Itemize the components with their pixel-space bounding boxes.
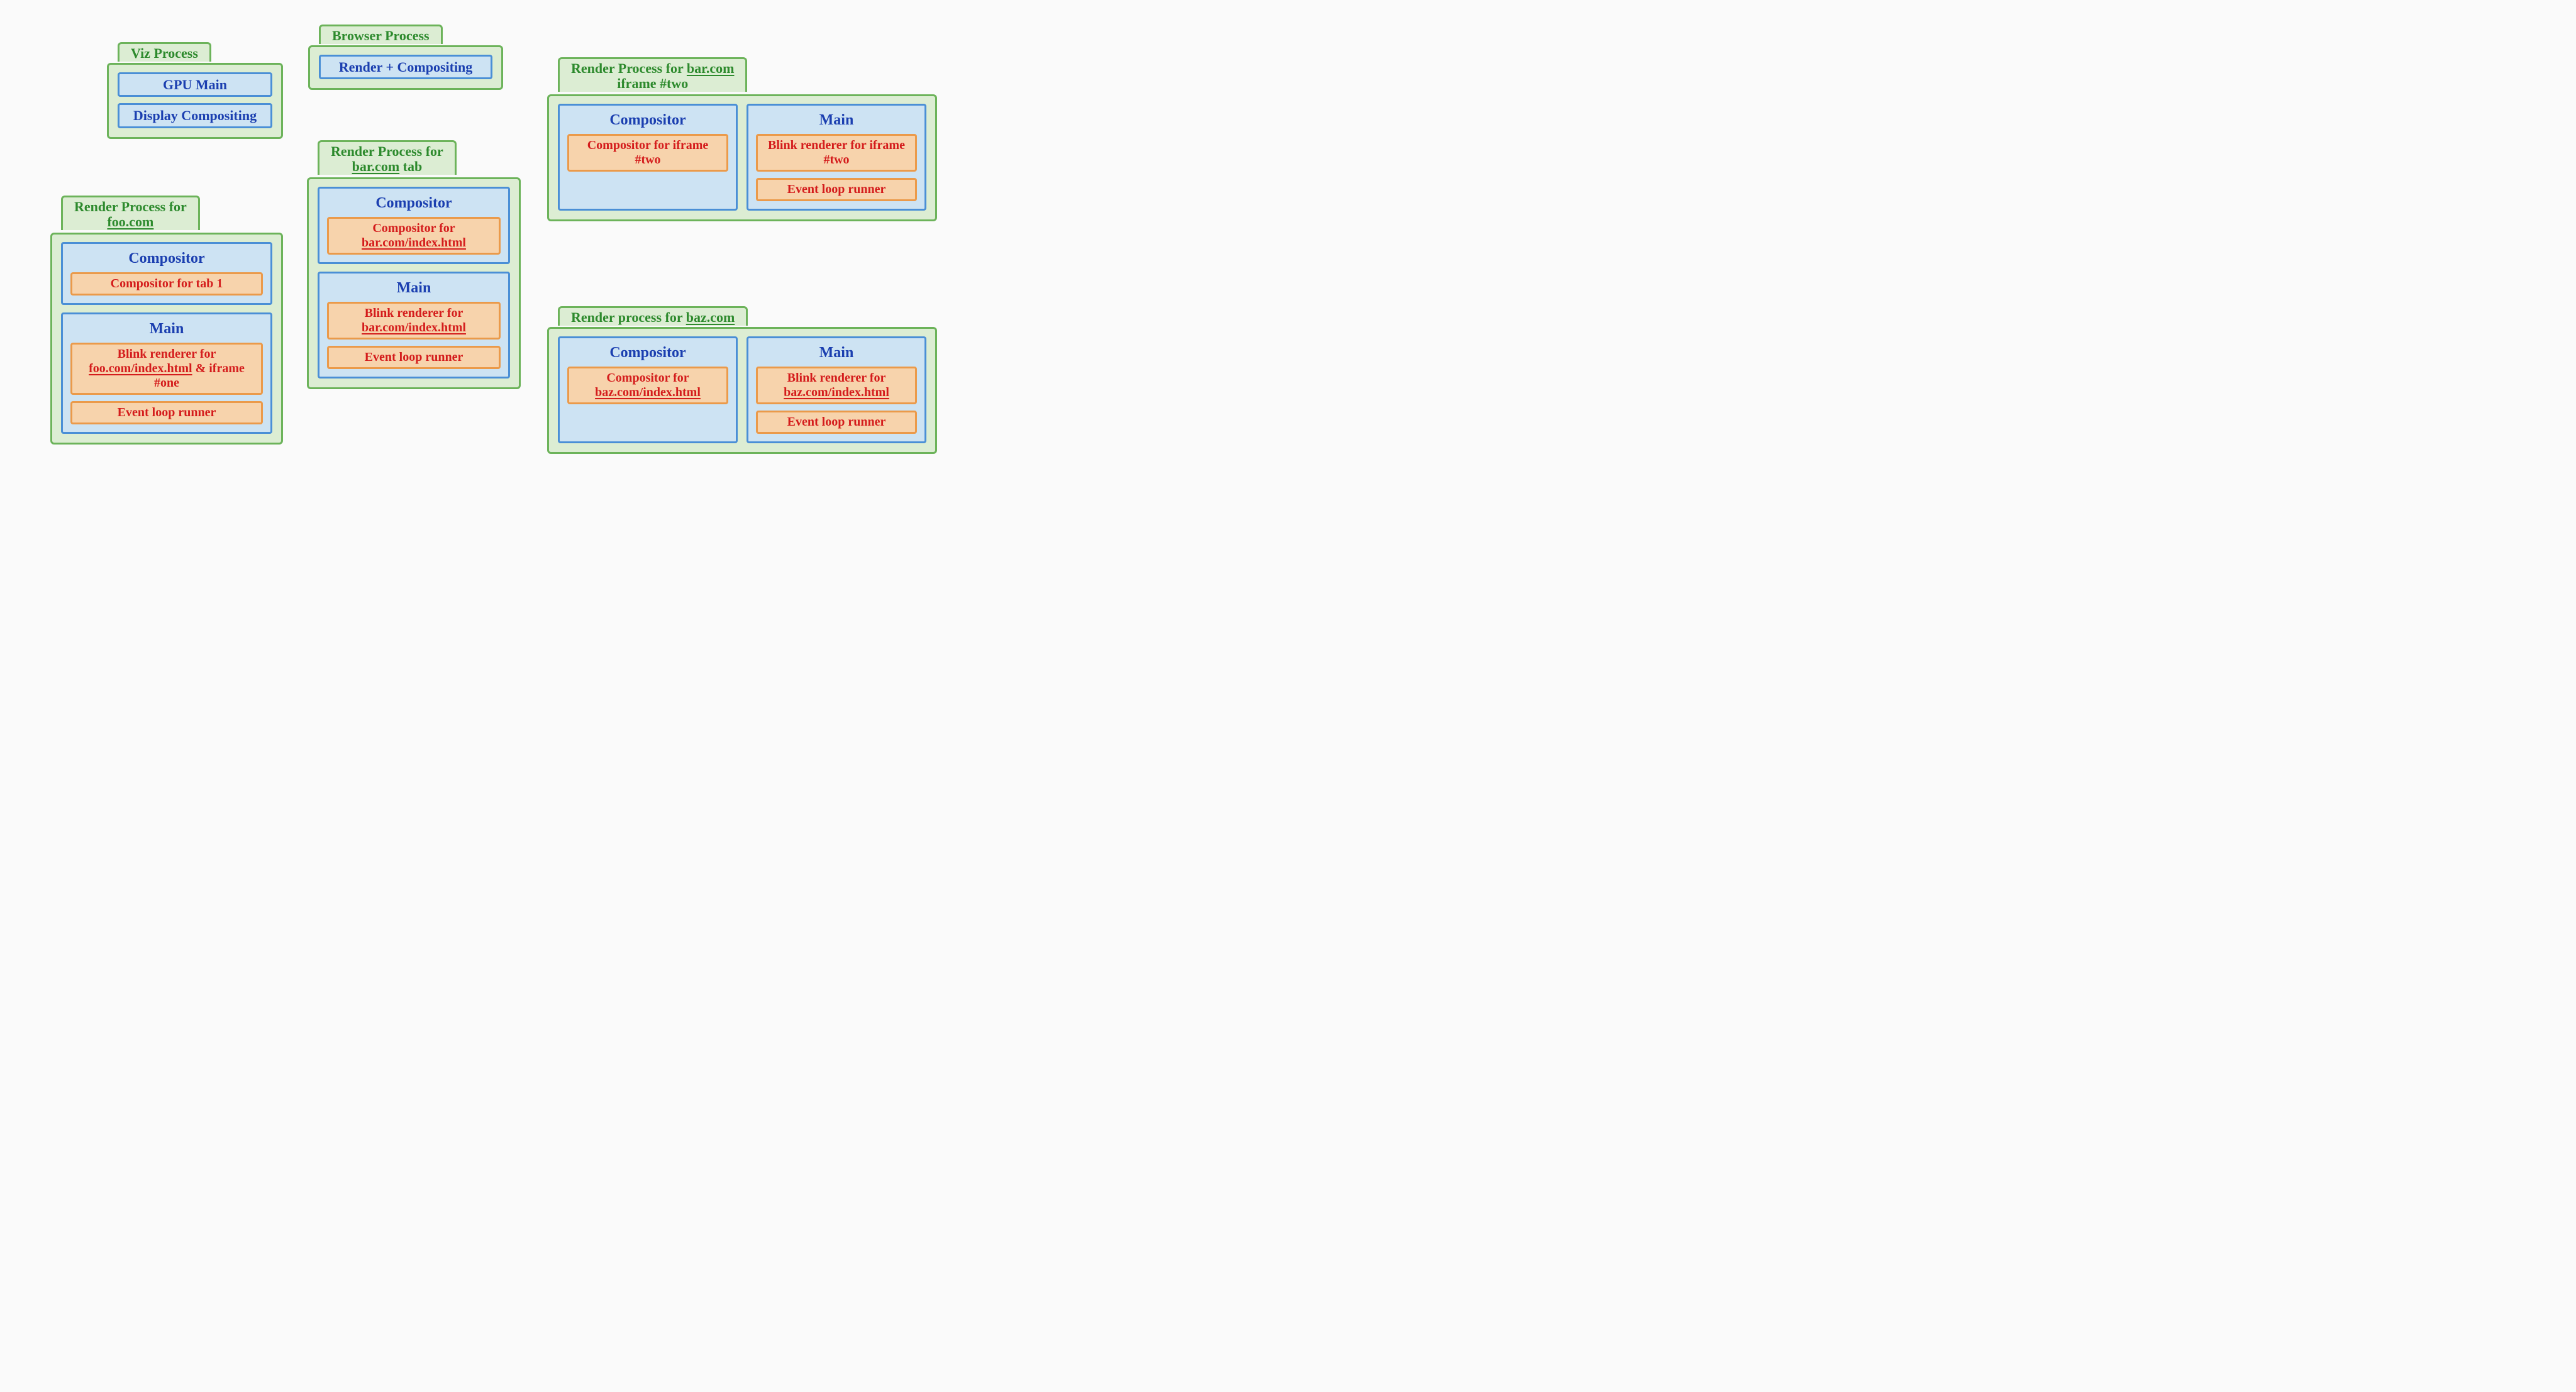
- compositor-title: Compositor: [567, 112, 728, 129]
- thread-gpu-main: GPU Main: [118, 72, 272, 97]
- diagram-canvas: Viz Process GPU Main Display Compositing…: [13, 13, 956, 516]
- task-compositor-tab1: Compositor for tab 1: [70, 272, 263, 296]
- process-render-bar-iframe: Render Process for bar.com iframe #two C…: [547, 94, 937, 221]
- main-title: Main: [756, 112, 917, 129]
- process-render-foo: Render Process for foo.com Compositor Co…: [50, 233, 283, 445]
- thread-compositor-bar-iframe: Compositor Compositor for iframe #two: [558, 104, 738, 211]
- process-render-foo-title: Render Process for foo.com: [61, 196, 200, 230]
- task-blink-foo: Blink renderer for foo.com/index.html & …: [70, 343, 263, 395]
- thread-compositor-bar-tab: Compositor Compositor for bar.com/index.…: [318, 187, 510, 264]
- thread-main-bar-iframe: Main Blink renderer for iframe #two Even…: [747, 104, 926, 211]
- task-eventloop-bar-tab: Event loop runner: [327, 346, 501, 369]
- task-compositor-baz-index: Compositor for baz.com/index.html: [567, 367, 728, 404]
- process-viz-title: Viz Process: [118, 42, 211, 62]
- main-title: Main: [70, 321, 263, 338]
- process-render-baz: Render process for baz.com Compositor Co…: [547, 327, 937, 454]
- thread-compositor-baz: Compositor Compositor for baz.com/index.…: [558, 336, 738, 443]
- task-eventloop-baz: Event loop runner: [756, 411, 917, 434]
- task-compositor-bar-index: Compositor for bar.com/index.html: [327, 217, 501, 255]
- task-blink-bar-index: Blink renderer for bar.com/index.html: [327, 302, 501, 340]
- process-viz: Viz Process GPU Main Display Compositing: [107, 63, 283, 139]
- thread-compositor-foo: Compositor Compositor for tab 1: [61, 242, 272, 305]
- main-title: Main: [327, 280, 501, 297]
- process-render-bar-tab: Render Process for bar.com tab Composito…: [307, 177, 521, 389]
- compositor-title: Compositor: [567, 345, 728, 362]
- thread-main-baz: Main Blink renderer for baz.com/index.ht…: [747, 336, 926, 443]
- compositor-title: Compositor: [327, 195, 501, 212]
- thread-main-foo: Main Blink renderer for foo.com/index.ht…: [61, 312, 272, 434]
- task-eventloop-foo: Event loop runner: [70, 401, 263, 424]
- process-render-bar-tab-title: Render Process for bar.com tab: [318, 140, 457, 175]
- task-eventloop-bar-iframe: Event loop runner: [756, 178, 917, 201]
- process-browser: Browser Process Render + Compositing: [308, 45, 503, 90]
- process-render-baz-title: Render process for baz.com: [558, 306, 748, 326]
- task-blink-baz-index: Blink renderer for baz.com/index.html: [756, 367, 917, 404]
- compositor-title: Compositor: [70, 250, 263, 267]
- process-render-bar-iframe-title: Render Process for bar.com iframe #two: [558, 57, 747, 92]
- task-compositor-iframe-two: Compositor for iframe #two: [567, 134, 728, 172]
- thread-display-compositing: Display Compositing: [118, 103, 272, 128]
- thread-main-bar-tab: Main Blink renderer for bar.com/index.ht…: [318, 272, 510, 378]
- task-blink-iframe-two: Blink renderer for iframe #two: [756, 134, 917, 172]
- thread-render-compositing: Render + Compositing: [319, 55, 492, 79]
- main-title: Main: [756, 345, 917, 362]
- process-browser-title: Browser Process: [319, 25, 443, 44]
